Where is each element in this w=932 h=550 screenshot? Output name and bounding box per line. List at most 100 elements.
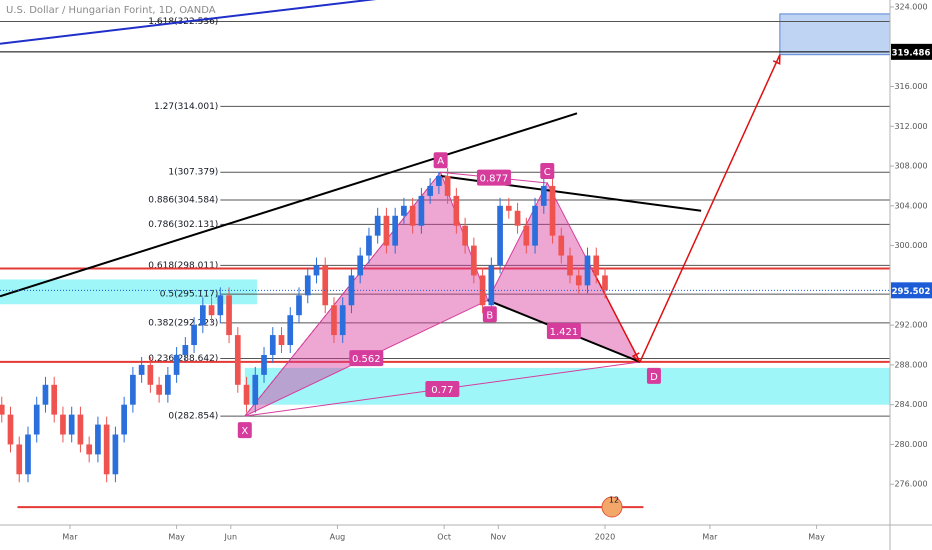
candle-body (514, 210, 521, 226)
point-label-box (482, 306, 497, 323)
candle-body (488, 265, 495, 306)
x-tick-label: Mar (62, 533, 78, 542)
candle-body (86, 444, 93, 455)
candle-body (409, 205, 416, 226)
candle-body (0, 404, 5, 415)
point-label-box (646, 367, 661, 384)
candle-body (462, 225, 468, 246)
candle-body (121, 404, 127, 435)
zone (244, 367, 890, 405)
point-label: B (486, 310, 493, 321)
arrow-head (631, 352, 641, 363)
y-tick-label: 308.000 (894, 162, 927, 171)
candle-body (173, 354, 180, 375)
candle-body (532, 205, 538, 246)
candle-body (575, 275, 582, 286)
fib-label: 0.5(295.117) (160, 290, 219, 300)
candle-body (138, 364, 145, 375)
candle-body (252, 374, 259, 405)
candle-body (42, 384, 49, 405)
point-label-box (540, 162, 555, 179)
plot-area: 1.618(322.536)1.27(314.001)1(307.379)0.8… (0, 0, 890, 518)
candle-body (322, 265, 329, 306)
candle-body (331, 305, 337, 336)
candle-body (304, 275, 311, 296)
candle-body (112, 434, 119, 475)
badge-label: 12 (609, 496, 619, 505)
trend-line (0, 0, 377, 45)
x-tick-label: Jun (224, 533, 238, 542)
trend-line (639, 54, 781, 363)
candle-body (165, 374, 171, 395)
ratio-label: 0.77 (431, 385, 453, 396)
point-label-box (237, 422, 252, 439)
price-tag (891, 43, 932, 60)
candle-body (479, 275, 486, 306)
x-tick-label: May (168, 533, 185, 542)
candle-body (444, 175, 451, 196)
y-tick-label: 304.000 (894, 201, 927, 210)
candle-body (269, 335, 276, 355)
candle-body (471, 245, 477, 276)
candle-body (540, 185, 547, 206)
point-label: D (650, 372, 658, 383)
ratio-box (349, 350, 384, 367)
candle-body (549, 185, 556, 236)
candle-body (497, 205, 503, 266)
fib-label: 0.786(302.131) (148, 220, 218, 230)
candle-body (383, 215, 390, 246)
x-tick-label: 2020 (595, 533, 615, 542)
fib-label: 0(282.854) (168, 412, 218, 422)
fib-label: 1.27(314.001) (154, 102, 218, 112)
candle-body (243, 384, 250, 405)
candle-body (418, 195, 425, 226)
badge-icon (601, 496, 623, 518)
fib-label: 0.382(292.223) (148, 318, 218, 328)
candle-body (226, 295, 232, 336)
x-tick-label: Mar (702, 533, 718, 542)
candle-body (296, 295, 302, 316)
candle-body (33, 404, 40, 435)
candle-body (427, 185, 433, 196)
candle-body (313, 265, 320, 276)
chart-title: U.S. Dollar / Hungarian Forint, 1D, OAND… (6, 5, 216, 16)
candle-body (584, 255, 591, 286)
candle-body (147, 364, 154, 385)
ratio-box (425, 381, 460, 398)
y-tick-label: 316.000 (894, 82, 927, 91)
candle-body (453, 195, 460, 226)
candle-body (25, 434, 31, 475)
ratio-label: 0.877 (480, 174, 509, 185)
candle-body (103, 424, 110, 475)
candle-body (436, 175, 442, 186)
arrow-head (772, 54, 781, 65)
y-tick-label: 312.000 (894, 122, 927, 131)
candle-body (130, 374, 136, 405)
candle-body (558, 235, 565, 256)
candle-body (339, 305, 346, 336)
y-tick-label: 284.000 (894, 400, 927, 409)
point-label: C (544, 167, 551, 178)
candle-body (199, 305, 206, 326)
candle-body (16, 444, 23, 475)
x-tick-label: May (808, 533, 825, 542)
candle-body (523, 225, 530, 246)
candle-body (366, 235, 372, 256)
candle-body (95, 424, 101, 455)
candle-body (217, 295, 224, 316)
candle-body (602, 275, 608, 291)
candle-body (234, 335, 241, 385)
candle-body (60, 414, 66, 435)
x-tick-label: Nov (491, 533, 507, 542)
candle-body (261, 354, 267, 375)
ratio-label: 1.421 (550, 327, 579, 338)
candle-body (191, 325, 197, 346)
price-tag-label: 319.486 (892, 48, 931, 58)
candle-body (357, 255, 364, 276)
y-tick-label: 288.000 (894, 360, 927, 369)
candle-body (208, 305, 215, 316)
y-tick-label: 324.000 (894, 2, 927, 11)
point-label: X (241, 426, 248, 437)
